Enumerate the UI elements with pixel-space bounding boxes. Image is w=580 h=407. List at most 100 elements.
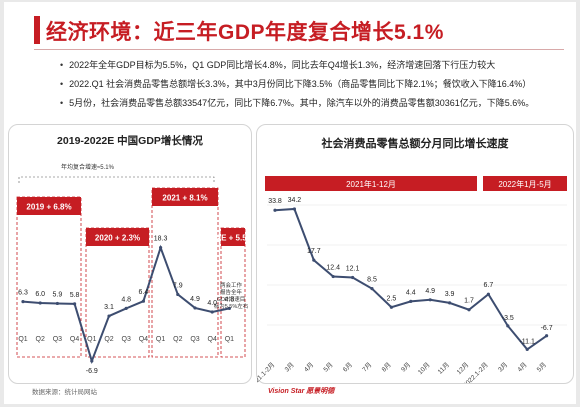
gdp-data-label: 5.9 — [53, 291, 63, 298]
group-label-tag — [86, 228, 149, 246]
retail-point — [448, 301, 452, 305]
gdp-data-label: 18.3 — [154, 236, 168, 243]
retail-x-tick: 3月 — [496, 361, 509, 374]
retail-x-tick: 8月 — [380, 361, 393, 374]
group-label: 2020 + 2.3% — [95, 234, 140, 243]
retail-x-tick: 5月 — [535, 361, 548, 374]
retail-point — [428, 298, 432, 302]
chart-title: 社会消费品零售总额分月同比增长速度 — [321, 136, 510, 150]
gdp-chart-panel: 2019-2022E 中国GDP增长情况 2019 + 6.8% 2020 + 2.… — [8, 124, 254, 384]
retail-point — [389, 305, 393, 309]
retail-point — [292, 207, 296, 211]
gdp-x-tick: Q3 — [190, 336, 199, 343]
retail-x-tick: 3月 — [283, 361, 296, 374]
gdp-point — [193, 306, 197, 310]
bullet-list: 2022年全年GDP目标为5.5%，Q1 GDP同比增长4.8%，同比去年Q4增… — [60, 56, 570, 113]
retail-x-tick: 10月 — [416, 361, 431, 376]
retail-data-label: 6.7 — [484, 282, 494, 289]
retail-point — [545, 334, 549, 338]
gdp-data-label: 5.8 — [70, 292, 80, 299]
gdp-data-label: 4.9 — [190, 296, 200, 303]
gdp-point — [38, 301, 42, 305]
retail-x-tick: 9月 — [399, 361, 412, 374]
gdp-point — [176, 292, 180, 297]
bullet-item: 2022.Q1 社会消费品零售总额增长3.3%，其中3月份同比下降3.5%（商品… — [60, 75, 570, 94]
gdp-point — [124, 306, 128, 310]
group-frame — [151, 187, 219, 358]
group-label-tag — [152, 188, 218, 206]
retail-point — [506, 324, 510, 328]
gdp-note: 两会工作报告全年 GDP增速目标为5.5%左右 — [214, 281, 249, 310]
gdp-data-label: 4.8 — [225, 296, 235, 303]
gdp-point — [107, 314, 111, 318]
cagr-annotation: 年均复合增速≈5.1% — [61, 163, 115, 171]
gdp-data-label: 4.0 — [207, 300, 217, 307]
gdp-data-label: 7.9 — [173, 282, 183, 289]
retail-data-label: 33.8 — [268, 198, 282, 205]
retail-data-label: 17.7 — [307, 248, 321, 255]
retail-data-label: 12.4 — [326, 265, 340, 272]
retail-x-tick: 4月 — [302, 361, 315, 374]
gdp-data-label: -6.9 — [86, 368, 98, 375]
gdp-point — [141, 299, 145, 303]
gdp-x-tick: Q1 — [18, 336, 27, 343]
gdp-x-tick: Q3 — [122, 336, 131, 343]
gdp-data-label: 6.3 — [18, 290, 28, 297]
retail-data-label: 12.1 — [346, 265, 360, 272]
retail-x-tick: 5月 — [322, 361, 335, 374]
gdp-x-tick: Q2 — [36, 336, 45, 343]
gdp-data-label: 6.0 — [35, 291, 45, 298]
retail-series-line — [274, 207, 548, 351]
retail-x-tick: 7月 — [361, 361, 374, 374]
retail-point — [409, 299, 413, 303]
title-accent-bar — [34, 16, 40, 44]
group-label-tag — [221, 228, 245, 246]
gdp-data-label: 3.1 — [104, 304, 114, 311]
retail-data-label: -3.5 — [502, 315, 514, 322]
cagr-bracket — [18, 176, 215, 183]
gdp-x-tick: Q1 — [225, 336, 234, 343]
retail-data-label: 3.9 — [445, 291, 455, 298]
retail-point — [273, 208, 277, 212]
retail-data-label: 4.9 — [425, 288, 435, 295]
retail-point — [467, 308, 471, 312]
retail-point — [312, 258, 316, 262]
gdp-x-tick: Q3 — [53, 336, 62, 343]
retail-point — [486, 292, 490, 296]
retail-point — [351, 275, 355, 280]
gdp-point — [90, 359, 94, 363]
gdp-x-tick: Q2 — [104, 336, 113, 343]
gdp-series-line — [22, 244, 230, 365]
retail-point — [525, 347, 529, 352]
group-frame — [16, 196, 82, 358]
page-title: 经济环境：近三年GDP年度复合增长5.1% — [46, 21, 444, 44]
bullet-item: 5月份，社会消费品零售总额33547亿元，同比下降6.7%。其中，除汽车以外的消… — [60, 94, 570, 113]
gdp-data-label: 6.4 — [139, 289, 149, 296]
retail-x-tick: 12月 — [455, 361, 470, 376]
gdp-chart: 2019-2022E 中国GDP增长情况 2019 + 6.8% 2020 + 2.… — [16, 134, 254, 375]
gdp-x-tick: Q4 — [70, 336, 79, 343]
retail-chart: 社会消费品零售总额分月同比增长速度 2021年1-12月 2022年1月-5月 33.… — [248, 136, 567, 389]
retail-point — [370, 287, 374, 291]
period-header-label: 2022年1月-5月 — [498, 179, 551, 189]
group-label: 2021 + 8.1% — [162, 194, 207, 203]
retail-x-tick: 2021.1-2月 — [257, 361, 276, 383]
retail-x-tick: 6月 — [341, 361, 354, 374]
group-label: 2019 + 6.8% — [26, 203, 71, 212]
title-divider — [34, 49, 564, 50]
retail-data-label: 1.7 — [464, 298, 474, 305]
title-bar: 经济环境：近三年GDP年度复合增长5.1% — [4, 8, 576, 52]
gdp-x-tick: Q1 — [87, 336, 96, 343]
retail-point — [331, 274, 335, 279]
gdp-point — [73, 302, 77, 306]
gdp-x-tick: Q4 — [139, 336, 148, 343]
group-label: 22E + 5.5% — [212, 234, 251, 243]
gdp-point — [55, 301, 60, 306]
retail-x-tick: 4月 — [516, 361, 529, 374]
retail-data-label: -11.1 — [519, 338, 535, 345]
chart-title: 2019-2022E 中国GDP增长情况 — [57, 134, 203, 147]
gdp-point — [21, 300, 25, 304]
bullet-item: 2022年全年GDP目标为5.5%，Q1 GDP同比增长4.8%，同比去年Q4增… — [60, 56, 570, 75]
retail-chart-panel: 社会消费品零售总额分月同比增长速度 2021年1-12月 2022年1月-5月 33.… — [248, 124, 574, 389]
retail-data-label: -6.7 — [541, 325, 553, 332]
